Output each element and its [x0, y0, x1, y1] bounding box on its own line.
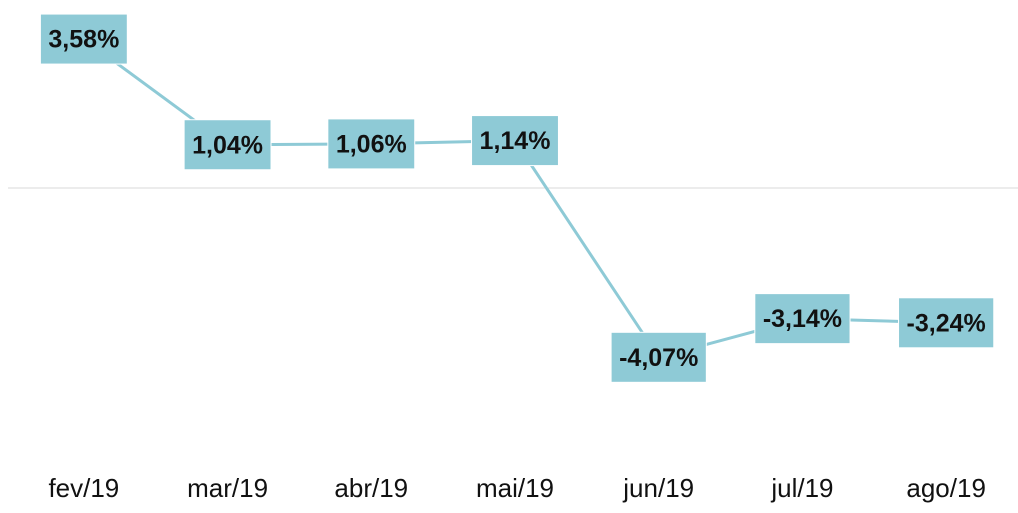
value-label-box: [471, 115, 559, 167]
x-tick-label: abr/19: [334, 473, 408, 503]
value-label-box: [754, 293, 851, 345]
value-label: 1,06%: [336, 131, 407, 159]
x-tick-label: jul/19: [770, 473, 833, 503]
value-label: 1,14%: [480, 127, 551, 155]
value-label-box: [183, 119, 272, 171]
value-label: -4,07%: [619, 344, 698, 372]
x-tick-label: ago/19: [906, 473, 986, 503]
value-label: 1,04%: [192, 131, 263, 159]
x-tick-label: jun/19: [622, 473, 694, 503]
value-label: -3,14%: [763, 305, 842, 333]
value-label: 3,58%: [48, 26, 119, 54]
value-label-box: [610, 331, 707, 383]
value-label-box: [898, 297, 995, 349]
value-label: -3,24%: [907, 309, 986, 337]
value-label-box: [327, 118, 416, 170]
x-tick-label: mar/19: [187, 473, 268, 503]
value-label-box: [39, 13, 128, 65]
x-tick-label: fev/19: [48, 473, 119, 503]
x-tick-label: mai/19: [476, 473, 554, 503]
